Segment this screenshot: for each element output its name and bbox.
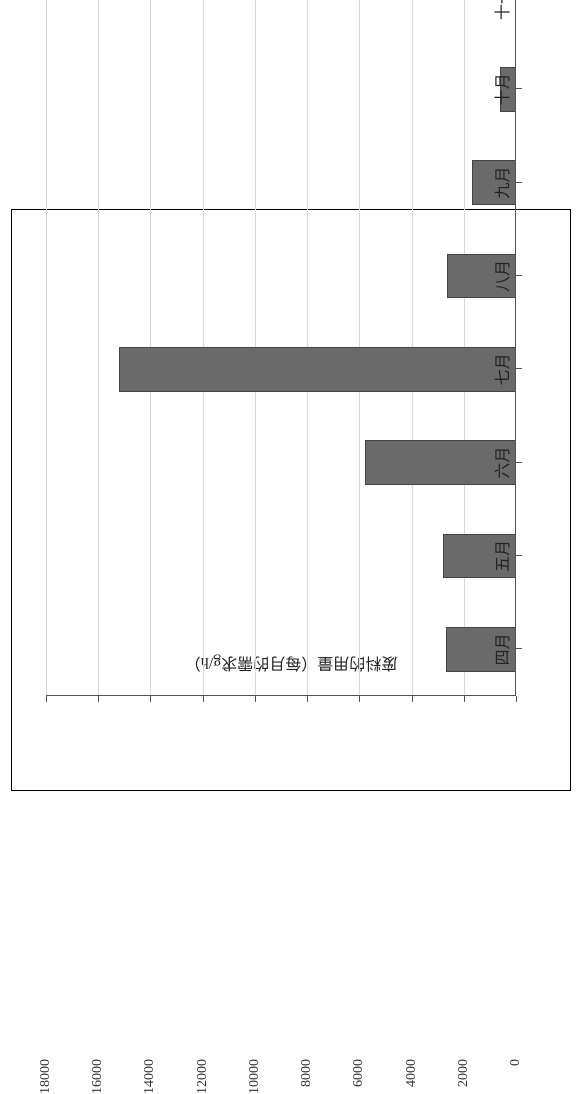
x-tick-mark bbox=[516, 368, 522, 369]
x-category-label: 十一月 bbox=[489, 0, 513, 20]
y-tick-label: 14000 bbox=[142, 1059, 158, 1094]
y-tick-mark bbox=[203, 696, 204, 702]
y-tick-label: 4000 bbox=[404, 1059, 420, 1087]
y-tick-label: 10000 bbox=[247, 1059, 263, 1094]
y-tick-mark bbox=[150, 696, 151, 702]
y-tick-mark bbox=[98, 696, 99, 702]
x-tick-mark bbox=[516, 462, 522, 463]
y-tick-mark bbox=[255, 696, 256, 702]
y-tick-label: 16000 bbox=[90, 1059, 106, 1094]
y-tick-label: 6000 bbox=[351, 1059, 367, 1087]
plot-area bbox=[46, 0, 516, 696]
x-tick-mark bbox=[516, 182, 522, 183]
x-category-label: 四月 bbox=[489, 633, 513, 665]
bars bbox=[46, 0, 516, 696]
x-tick-mark bbox=[516, 275, 522, 276]
x-tick-mark bbox=[516, 648, 522, 649]
y-tick-mark bbox=[412, 696, 413, 702]
x-category-label: 六月 bbox=[489, 447, 513, 479]
y-tick-mark bbox=[46, 696, 47, 702]
x-category-label: 十月 bbox=[489, 73, 513, 105]
y-tick-label: 8000 bbox=[299, 1059, 315, 1087]
y-tick-mark bbox=[307, 696, 308, 702]
x-axis bbox=[515, 0, 516, 696]
bar bbox=[119, 347, 516, 392]
y-tick-label: 12000 bbox=[195, 1059, 211, 1094]
x-category-label: 九月 bbox=[489, 167, 513, 199]
x-tick-mark bbox=[516, 555, 522, 556]
y-tick-mark bbox=[516, 696, 517, 702]
y-tick-label: 18000 bbox=[38, 1059, 54, 1094]
x-category-label: 八月 bbox=[489, 260, 513, 292]
x-category-label: 五月 bbox=[489, 540, 513, 572]
x-tick-mark bbox=[516, 88, 522, 89]
y-tick-label: 2000 bbox=[456, 1059, 472, 1087]
y-tick-label: 0 bbox=[508, 1059, 524, 1066]
y-tick-mark bbox=[464, 696, 465, 702]
y-axis bbox=[46, 695, 516, 696]
y-tick-mark bbox=[359, 696, 360, 702]
chart-container: 废料的用量（每月的需求g/h） 020004000600080001000012… bbox=[11, 209, 571, 791]
x-category-label: 七月 bbox=[489, 353, 513, 385]
